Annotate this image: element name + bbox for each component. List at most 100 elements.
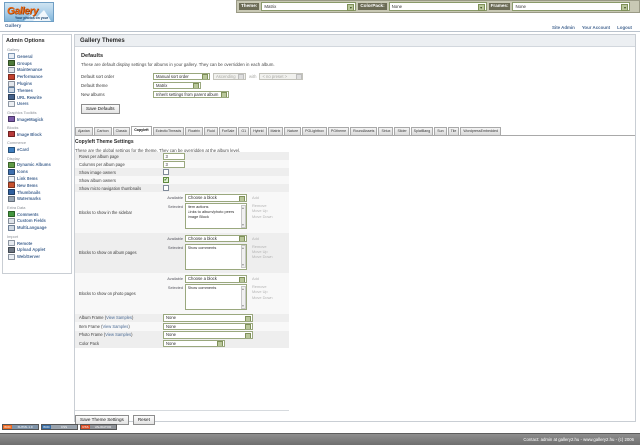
show-image-owners-checkbox[interactable] <box>163 169 169 175</box>
default-sort-order-select[interactable]: Manual sort order <box>153 72 210 81</box>
move-down-link[interactable]: Move Down <box>252 294 273 300</box>
available-block-select[interactable]: Choose a block <box>185 275 247 283</box>
block-row-body: Available Choose a block Add Selected Show c… <box>161 233 289 274</box>
sidebar-item-custom-fields[interactable]: Custom Fields <box>6 217 68 225</box>
tab-copyleft[interactable]: Copyleft <box>131 126 152 135</box>
default-theme-select[interactable]: Matrix <box>153 81 201 90</box>
color-pack-select[interactable]: None <box>163 339 225 347</box>
sidebar-item-remote[interactable]: Remote <box>6 240 68 247</box>
tab-fluid[interactable]: Fluid <box>203 127 218 135</box>
tab-floatrix[interactable]: Floatrix <box>185 127 203 135</box>
available-block-select[interactable]: Choose a block <box>185 194 247 202</box>
sidebar-item-comments[interactable]: Comments <box>6 211 68 218</box>
sidebar-item-themes[interactable]: Themes <box>6 87 68 94</box>
tab-eclecticthreads[interactable]: EclecticThreads <box>152 127 185 135</box>
tab-nature[interactable]: Nature <box>284 127 302 135</box>
sidebar-item-dynamic-albums[interactable]: Dynamic Albums <box>6 161 68 169</box>
sidebar-item-watermarks[interactable]: Watermarks <box>6 195 68 203</box>
sidebar-item-url-rewrite[interactable]: URL Rewrite <box>6 94 68 101</box>
remove-block-link[interactable]: Remove <box>252 284 267 289</box>
move-up-link[interactable]: Move Up <box>252 248 268 254</box>
view-samples-link[interactable]: View Samples <box>102 323 129 329</box>
frame-select[interactable]: None <box>163 322 253 330</box>
frame-select[interactable]: None <box>163 314 253 322</box>
sidebar-item-plugins[interactable]: Plugins <box>6 80 68 87</box>
save-defaults-button[interactable]: Save Defaults <box>81 104 120 114</box>
listbox-scrollbar[interactable]: ▲ ▼ <box>240 204 246 228</box>
view-samples-link[interactable]: View Samples <box>106 315 132 321</box>
nav-site-admin[interactable]: Site Admin <box>552 25 575 30</box>
tab-pglightbox[interactable]: PGLightbox <box>302 127 327 135</box>
reset-button[interactable]: Reset <box>132 415 155 425</box>
sidebar-item-upload-applet[interactable]: Upload Applet <box>6 246 68 253</box>
add-block-link[interactable]: Add <box>252 235 259 241</box>
rows-per-page-input[interactable]: 3 <box>163 152 185 160</box>
tab-hybrid[interactable]: Hybrid <box>250 127 267 135</box>
nav-logout[interactable]: Logout <box>617 25 632 30</box>
tab-tile[interactable]: Tile <box>447 127 460 135</box>
tab-ajaxian[interactable]: Ajaxian <box>75 127 93 135</box>
add-block-link[interactable]: Add <box>252 195 259 200</box>
badge-xhtml[interactable]: W3C XHTML 1.0 <box>2 424 39 430</box>
sidebar-item-image-block[interactable]: Image Block <box>6 131 68 138</box>
tab-pgtheme[interactable]: PGtheme <box>327 127 350 135</box>
selected-block-option[interactable]: Links to album/photo peers <box>187 209 235 214</box>
tab-g1[interactable]: G1 <box>238 127 250 135</box>
remove-block-link[interactable]: Remove <box>252 203 267 208</box>
show-album-owners-checkbox[interactable] <box>163 177 169 183</box>
listbox-scrollbar[interactable]: ▲ ▼ <box>240 285 246 309</box>
theme-strip-theme-select[interactable]: Matrix ▾ <box>261 2 357 11</box>
theme-strip-colorpack-select[interactable]: None ▾ <box>388 2 487 11</box>
sidebar-item-users[interactable]: Users <box>6 100 68 107</box>
badge-rss[interactable]: RSS VALIDATOR <box>80 424 117 430</box>
tab-splatbang[interactable]: SplatBang <box>410 127 434 135</box>
selected-blocks-listbox[interactable]: Show comments ▲ ▼ <box>185 243 247 270</box>
sidebar-item-multilanguage[interactable]: MultiLanguage <box>6 224 68 231</box>
tab-wordpressembedded[interactable]: WordpressEmbedded <box>460 127 502 135</box>
sidebar-item-groups[interactable]: Groups <box>6 60 68 67</box>
sidebar-item-maintenance[interactable]: Maintenance <box>6 66 68 74</box>
selected-blocks-listbox[interactable]: Show comments ▲ ▼ <box>185 284 247 310</box>
selected-block-option[interactable]: Image Block <box>187 214 209 219</box>
tab-slider[interactable]: Slider <box>394 127 410 135</box>
tab-carbon[interactable]: Carbon <box>93 127 112 135</box>
sidebar-item-link-items[interactable]: Link Items <box>6 175 68 182</box>
columns-per-page-input[interactable]: 3 <box>163 160 185 168</box>
selected-block-option[interactable]: Show comments <box>187 286 217 290</box>
badge-css[interactable]: W3C CSS <box>41 424 78 430</box>
sidebar-item-performance[interactable]: Performance <box>6 73 68 80</box>
frame-select[interactable]: None <box>163 331 253 339</box>
show-micro-nav-checkbox[interactable] <box>163 185 169 191</box>
new-albums-select[interactable]: Inherit settings from parent album <box>153 90 229 99</box>
theme-strip-frames-label: Frames: <box>488 2 511 11</box>
view-samples-link[interactable]: View Samples <box>105 332 132 338</box>
tab-roundassets[interactable]: RoundAssets <box>350 127 378 135</box>
tab-sun[interactable]: Sun <box>434 127 447 135</box>
nav-your-account[interactable]: Your Account <box>581 25 611 30</box>
move-up-link[interactable]: Move Up <box>252 208 268 214</box>
move-up-link[interactable]: Move Up <box>252 289 268 295</box>
add-block-link[interactable]: Add <box>252 276 259 281</box>
sidebar-item-thumbnails[interactable]: Thumbnails <box>6 189 68 196</box>
move-down-link[interactable]: Move Down <box>252 254 273 260</box>
sidebar-item-new-items[interactable]: New Items <box>6 182 68 189</box>
breadcrumb[interactable]: Gallery <box>5 24 22 30</box>
sidebar-item-web-server[interactable]: Web/Server <box>6 253 68 260</box>
selected-blocks-listbox[interactable]: Item actions Links to album/photo peers Im… <box>185 203 247 229</box>
sidebar-item-icons[interactable]: Icons <box>6 168 68 175</box>
tab-siriux[interactable]: Siriux <box>378 127 394 135</box>
move-down-link[interactable]: Move Down <box>252 213 273 219</box>
sidebar-item-ecard[interactable]: eCard <box>6 146 68 153</box>
theme-strip-frames-select[interactable]: None ▾ <box>512 2 631 11</box>
gallery-logo[interactable]: Gallery Your photos on your site <box>4 2 54 22</box>
tab-classic[interactable]: Classic <box>112 127 131 135</box>
sidebar-item-general[interactable]: General <box>6 53 68 60</box>
selected-block-option[interactable]: Item actions <box>187 205 209 209</box>
tab-forsale[interactable]: ForSale <box>218 127 238 135</box>
remove-block-link[interactable]: Remove <box>252 243 267 249</box>
selected-block-option[interactable]: Show comments <box>187 245 217 250</box>
sidebar-item-imagemagick[interactable]: ImageMagick <box>6 116 68 123</box>
available-block-select[interactable]: Choose a block <box>185 234 247 242</box>
tab-matrix[interactable]: Matrix <box>267 127 284 135</box>
listbox-scrollbar[interactable]: ▲ ▼ <box>240 245 246 268</box>
